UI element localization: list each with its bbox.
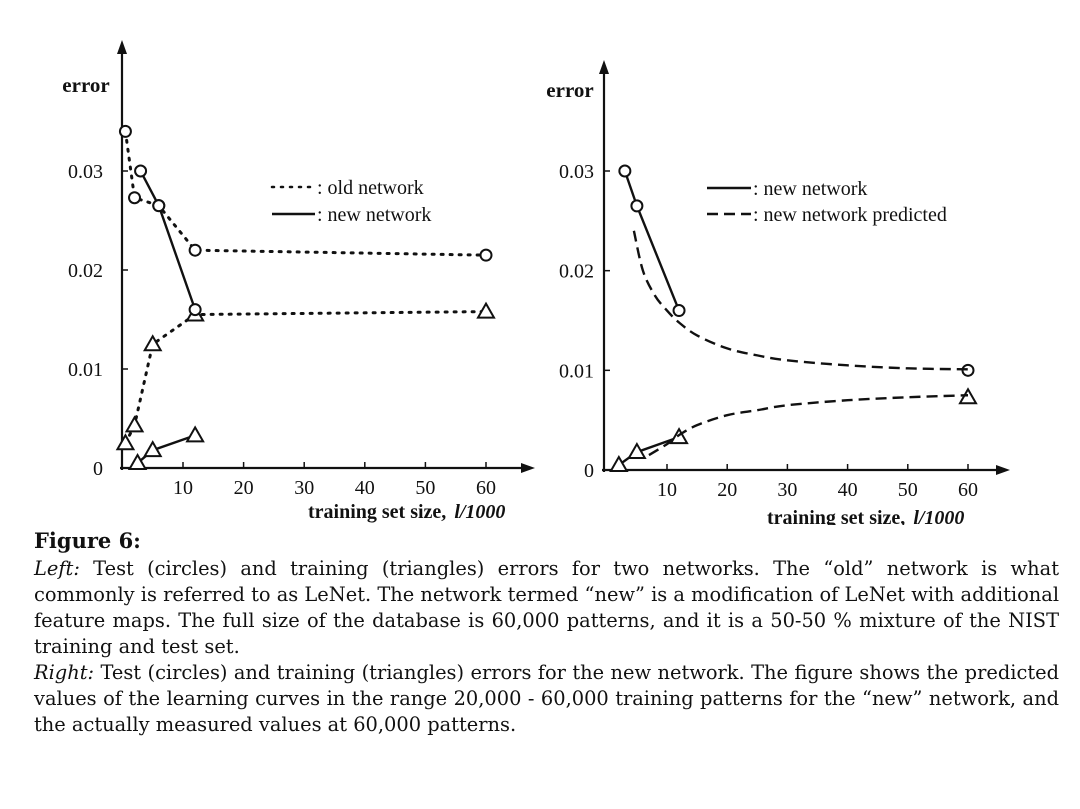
series-line-new-network-training: [136, 434, 196, 464]
series-line-new-network-predicted-training: [648, 394, 969, 457]
y-tick-label: 0.02: [559, 261, 594, 283]
caption-left-lead: Left:: [34, 557, 80, 580]
y-tick-label: 0: [93, 458, 103, 480]
figure-charts: error training set size, l/1000 10 20 30 40 50 6…: [62, 40, 1010, 525]
data-point-triangle: [124, 415, 145, 433]
y-axis-arrow: [117, 40, 127, 54]
caption-right-text: Test (circles) and training (triangles) …: [34, 661, 1059, 736]
data-point-circle: [118, 124, 132, 138]
x-axis-title-text: training set size,: [308, 501, 446, 523]
data-point-circle: [188, 243, 202, 257]
x-tick-label: 60: [958, 479, 978, 501]
chart-right: error training set size, l/1000 10 20 30 40 50 6…: [546, 60, 1010, 525]
y-axis-label: error: [62, 73, 109, 97]
y-axis-arrow: [599, 60, 609, 74]
x-tick-label: 10: [657, 479, 677, 501]
data-point-triangle: [627, 442, 647, 460]
caption-right-paragraph: Right: Test (circles) and training (tria…: [34, 660, 1059, 738]
x-tick-label: 50: [898, 479, 918, 501]
caption-left-paragraph: Left: Test (circles) and training (trian…: [34, 556, 1059, 660]
data-point-circle: [479, 248, 493, 262]
data-point-triangle: [142, 440, 163, 458]
y-tick-label: 0.02: [68, 260, 103, 282]
series-line-old-network-test: [123, 129, 488, 257]
x-axis-title-text: training set size,: [767, 507, 905, 525]
caption-left-text: Test (circles) and training (triangles) …: [34, 557, 1060, 658]
y-tick-label: 0: [584, 460, 594, 482]
y-tick-label: 0.01: [68, 359, 103, 381]
data-point-triangle: [142, 334, 163, 352]
data-point-triangle: [127, 453, 148, 471]
data-point-triangle: [609, 455, 629, 473]
x-axis-title: training set size, l/1000: [308, 501, 505, 523]
x-axis-arrow: [521, 463, 535, 473]
x-tick-label: 60: [476, 477, 496, 499]
x-tick-label: 40: [838, 479, 858, 501]
caption-right-lead: Right:: [34, 661, 95, 684]
data-point-triangle: [115, 433, 136, 451]
chart-left: error training set size, l/1000 10 20 30 40 50 6…: [62, 40, 535, 523]
series-line-new-network-predicted-test: [632, 230, 969, 371]
x-tick-label: 40: [355, 477, 375, 499]
y-tick-label: 0.03: [559, 161, 594, 183]
x-axis-arrow: [996, 465, 1010, 475]
data-point-circle: [134, 164, 148, 178]
y-tick-label: 0.03: [68, 161, 103, 183]
figure-number: Figure 6:: [34, 528, 141, 553]
data-point-circle: [188, 303, 202, 317]
data-point-triangle: [476, 301, 496, 319]
x-tick-label: 20: [717, 479, 737, 501]
legend-label: : new network predicted: [753, 204, 947, 226]
x-tick-label: 10: [173, 477, 193, 499]
legend-label: : old network: [317, 177, 424, 199]
x-axis-title-unit: l/1000: [913, 507, 964, 525]
x-axis-title-unit: l/1000: [454, 501, 505, 523]
y-axis-label: error: [546, 78, 593, 102]
data-point-circle: [128, 191, 142, 205]
x-tick-label: 20: [234, 477, 254, 499]
x-tick-label: 30: [294, 477, 314, 499]
x-tick-label: 30: [777, 479, 797, 501]
data-point-triangle: [185, 425, 205, 443]
series-line-old-network-training: [123, 310, 488, 445]
figure-caption: Figure 6: Left: Test (circles) and train…: [34, 528, 1059, 738]
legend-label: : new network: [317, 204, 431, 226]
data-point-circle: [152, 199, 166, 213]
legend-label: : new network: [753, 178, 867, 200]
x-axis-title: training set size, l/1000: [767, 507, 964, 525]
data-point-circle: [672, 304, 686, 318]
y-tick-label: 0.01: [559, 360, 594, 382]
x-tick-label: 50: [415, 477, 435, 499]
data-point-circle: [618, 164, 632, 178]
data-point-circle: [630, 199, 644, 213]
